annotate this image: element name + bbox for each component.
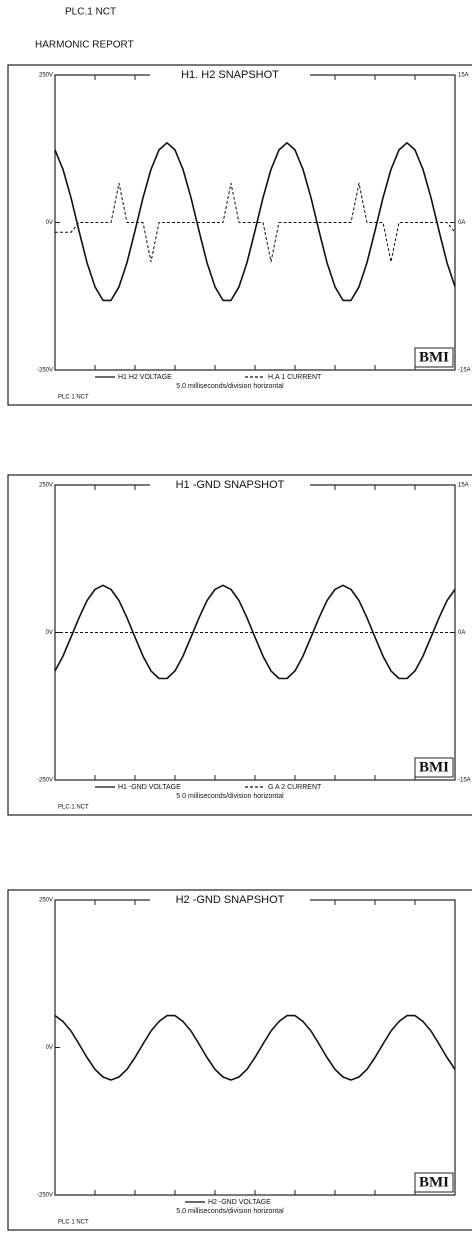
x-axis-label: 5.0 milliseconds/division horizontal: [176, 1208, 284, 1215]
logo: BMI: [419, 759, 449, 775]
legend-label: H1 H2 VOLTAGE: [118, 374, 172, 381]
footer: PLC.1 NCT: [58, 805, 89, 811]
y-tick-label: -250V: [37, 368, 53, 374]
x-axis-label: 5 0 milliseconds/division horizontal: [176, 793, 284, 800]
y2-tick-label: 0A: [458, 630, 465, 636]
title-box: [150, 68, 310, 82]
series-line: [54, 584, 456, 680]
y-tick-label: 250V: [39, 898, 53, 904]
series-line: [54, 142, 456, 302]
y2-tick-label: 15A: [458, 483, 469, 489]
site-label: PLC.1 NCT: [65, 7, 116, 18]
footer: PLC 1 NCT: [58, 1220, 89, 1226]
y-tick-label: 0V: [46, 630, 53, 636]
logo-box: [414, 1172, 454, 1193]
legend-label: H2 -GND VOLTAGE: [208, 1199, 271, 1206]
y-tick-label: 250V: [39, 483, 53, 489]
y-tick-label: 0V: [46, 1045, 53, 1051]
y-tick-label: -250V: [37, 778, 53, 784]
x-axis-label: 5.0 milliseconds/division horizontal: [176, 383, 284, 390]
y2-tick-label: 0A: [458, 220, 465, 226]
footer: PLC 1 NCT: [58, 395, 89, 401]
title-box: [150, 893, 310, 907]
legend-label: G A 2 CURRENT: [268, 784, 322, 791]
chart-title: H2 -GND SNAPSHOT: [176, 894, 285, 906]
report-title: HARMONIC REPORT: [35, 40, 134, 51]
logo: BMI: [419, 349, 449, 365]
title-box: [150, 478, 310, 492]
plot-frame: [54, 899, 456, 1196]
logo-box: [414, 347, 454, 368]
logo: BMI: [419, 1174, 449, 1190]
panel-frame: [7, 889, 472, 1231]
y-tick-label: -250V: [37, 1193, 53, 1199]
y-tick-label: 250V: [39, 73, 53, 79]
logo-box: [414, 757, 454, 778]
y2-tick-label: -15A: [458, 368, 471, 374]
panel-frame: [7, 64, 472, 406]
series-line: [54, 1014, 456, 1081]
y-tick-label: 0V: [46, 220, 53, 226]
y2-tick-label: 15A: [458, 73, 469, 79]
panel-frame: [7, 474, 472, 816]
y2-tick-label: -15A: [458, 778, 471, 784]
legend-label: H1 -GND VOLTAGE: [118, 784, 181, 791]
chart-title: H1. H2 SNAPSHOT: [181, 69, 279, 81]
series-line: [55, 182, 456, 263]
legend-label: H.A 1 CURRENT: [268, 374, 322, 381]
chart-title: H1 -GND SNAPSHOT: [176, 479, 285, 491]
